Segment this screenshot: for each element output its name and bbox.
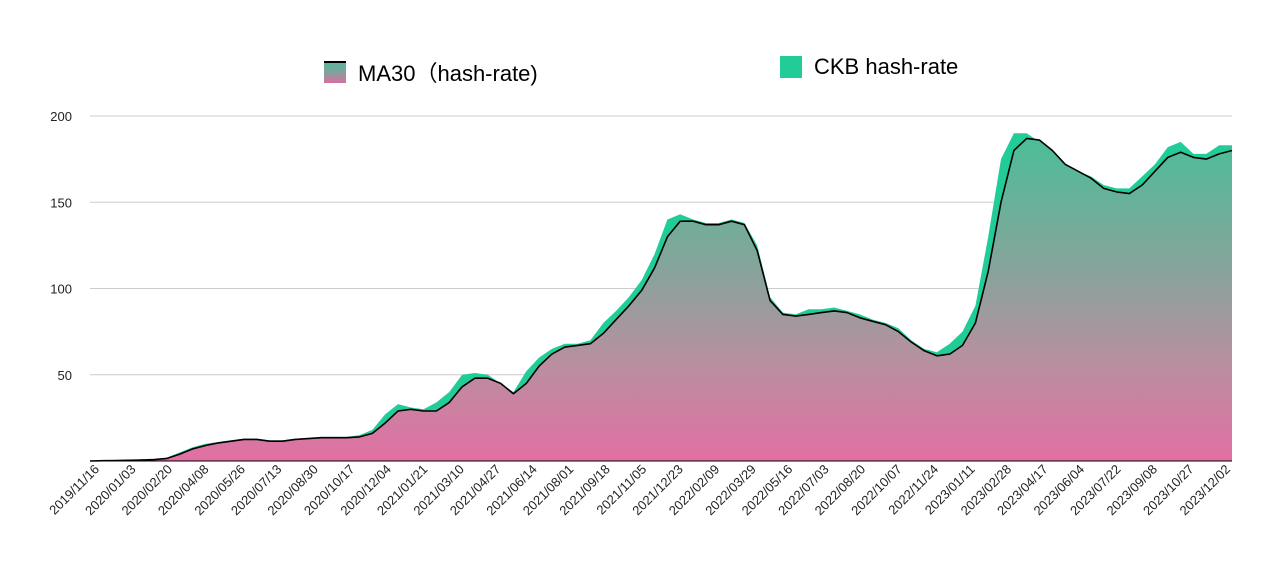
- ma30-line: [89, 137, 1233, 462]
- y-tick-label-150: 150: [50, 195, 72, 210]
- x-axis-ticks: 2019/11/162020/01/032020/02/202020/04/08…: [46, 462, 1233, 519]
- legend-label-ckb-hash-rate: CKB hash-rate: [814, 54, 959, 79]
- series-lines: [89, 137, 1233, 462]
- legend-item-ma30[interactable]: MA30（hash-rate): [324, 56, 538, 88]
- legend-swatch-ma30: [324, 61, 346, 83]
- y-axis-ticks: 50 100 150 200: [50, 109, 72, 383]
- legend-item-ckb-hash-rate[interactable]: CKB hash-rate: [780, 54, 958, 80]
- y-tick-label-50: 50: [58, 368, 72, 383]
- series-areas: [90, 133, 1232, 462]
- y-tick-label-100: 100: [50, 282, 72, 297]
- legend-label-ma30: MA30（hash-rate): [358, 61, 538, 86]
- y-tick-label-200: 200: [50, 109, 72, 124]
- series-area-1: [90, 138, 1232, 461]
- legend-swatch-ckb-hash-rate: [780, 56, 802, 78]
